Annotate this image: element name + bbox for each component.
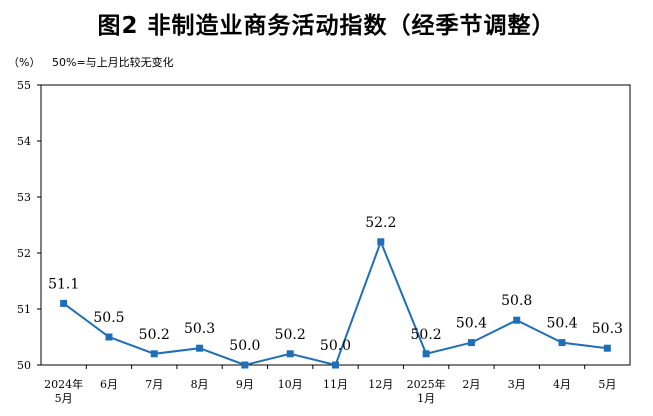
data-point	[60, 299, 68, 307]
data-label: 50.2	[411, 327, 442, 343]
data-point	[377, 238, 385, 246]
data-point	[332, 361, 339, 369]
data-point	[286, 350, 294, 358]
data-point	[105, 333, 113, 341]
data-label: 50.5	[93, 310, 124, 326]
data-label: 50.2	[139, 327, 170, 343]
data-point	[150, 350, 158, 358]
chart-note: 50%=与上月比较无变化	[52, 56, 174, 69]
data-point	[196, 344, 204, 352]
y-tick-label: 52	[17, 247, 31, 260]
y-tick-label: 54	[17, 135, 31, 148]
x-tick-label: 4月	[553, 378, 571, 391]
x-tick-label: 2月	[462, 378, 480, 391]
data-label: 51.1	[48, 276, 79, 292]
data-label: 50.8	[501, 293, 532, 309]
x-tick-label: 10月	[278, 378, 303, 391]
data-point	[603, 344, 611, 352]
y-tick-label: 53	[17, 191, 31, 204]
chart-title: 图2 非制造业商务活动指数（经季节调整）	[97, 13, 556, 39]
x-tick-label: 3月	[508, 378, 526, 391]
y-tick-label: 55	[17, 79, 31, 92]
data-label: 50.4	[456, 316, 487, 332]
data-label: 50.3	[592, 321, 623, 337]
data-point	[241, 361, 249, 369]
data-point	[422, 350, 430, 358]
data-label: 52.2	[365, 215, 396, 231]
y-axis-unit: （%）	[8, 56, 41, 69]
x-tick-label: 11月	[323, 378, 348, 391]
data-point	[467, 339, 475, 347]
x-tick-label: 8月	[191, 378, 209, 391]
x-tick-label: 6月	[100, 378, 118, 391]
x-tick-label: 2025年 1月	[407, 377, 446, 405]
data-point	[558, 339, 566, 347]
data-point	[513, 316, 521, 324]
y-tick-label: 50	[17, 359, 31, 372]
data-label: 50.2	[275, 327, 306, 343]
x-tick-label: 5月	[598, 378, 616, 391]
x-tick-label: 12月	[368, 378, 393, 391]
data-label: 50.0	[229, 338, 260, 354]
x-tick-label: 2024年 5月	[44, 377, 83, 405]
x-tick-label: 7月	[145, 378, 163, 391]
data-label: 50.3	[184, 321, 215, 337]
x-tick-label: 9月	[236, 378, 254, 391]
data-label: 50.0	[320, 338, 351, 354]
y-tick-label: 51	[17, 303, 31, 316]
data-label: 50.4	[546, 316, 577, 332]
plot-frame	[40, 84, 631, 366]
